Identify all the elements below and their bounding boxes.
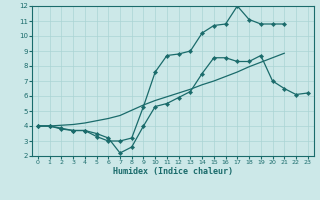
X-axis label: Humidex (Indice chaleur): Humidex (Indice chaleur) bbox=[113, 167, 233, 176]
